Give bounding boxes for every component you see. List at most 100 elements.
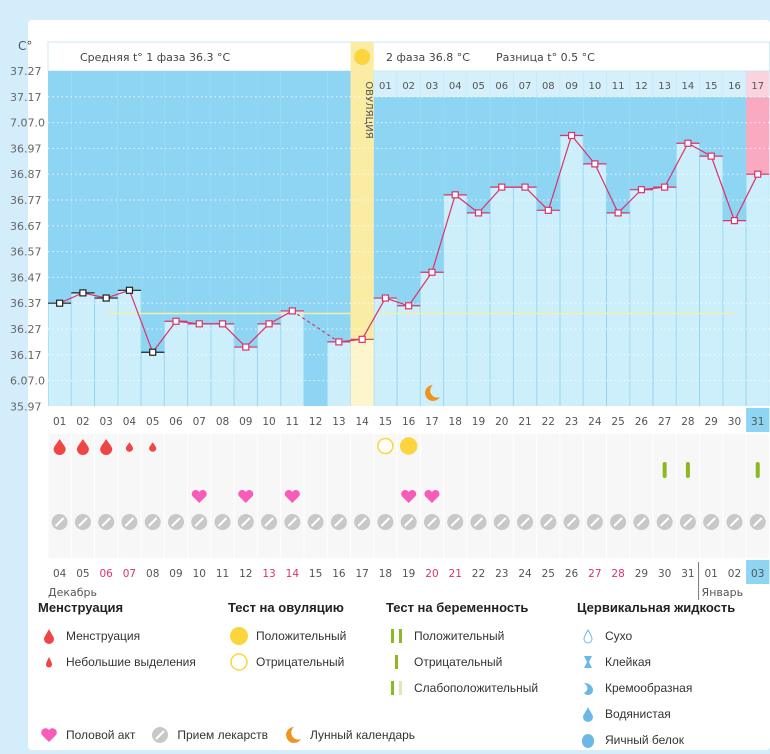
temperature-line-segment	[59, 292, 84, 304]
phase2-day-label: 04	[449, 81, 462, 92]
pill-stripe	[310, 517, 321, 527]
pill-stripe	[659, 517, 670, 527]
marker-cell	[653, 434, 676, 558]
marker-cell	[118, 434, 141, 558]
legend-title: Тест на овуляцию	[228, 600, 344, 615]
cycle-day-label: 01	[53, 416, 66, 428]
temperature-point	[56, 299, 64, 307]
pill-stripe	[497, 517, 507, 527]
temperature-bar	[700, 156, 723, 406]
day-column	[210, 71, 235, 406]
y-tick-label: 36.27	[10, 323, 42, 336]
pregnancy-test-negative-icon	[755, 462, 760, 478]
temperature-bar	[630, 189, 653, 406]
header-bar	[47, 41, 770, 72]
phase1-average: Средняя t° 1 фаза 36.3 °C	[80, 51, 230, 64]
empty-circle-icon	[228, 652, 250, 672]
y-tick-label: 36.87	[10, 168, 42, 181]
cycle-day-label: 20	[495, 416, 508, 428]
temperature-bar	[583, 163, 606, 406]
temperature-point	[451, 191, 459, 199]
menstruation-drop-icon	[149, 442, 157, 452]
ovulation-test-positive-icon	[399, 437, 418, 455]
y-tick-label: 7.07.0	[10, 117, 45, 130]
temperature-point	[242, 343, 250, 351]
legend-label: Отрицательный	[256, 655, 345, 669]
cycle-day-label: 11	[286, 416, 299, 428]
temperature-point	[521, 183, 529, 191]
marker-cell	[723, 434, 746, 558]
temperature-bar	[141, 352, 164, 406]
bbt-chart: Средняя t° 1 фаза 36.3 °C 2 фаза 36.8 °C Р…	[10, 39, 770, 600]
month-label-january: Январь	[702, 586, 744, 599]
calendar-date-label: 16	[332, 568, 346, 580]
y-tick-label: 36.47	[10, 271, 42, 284]
calendar-date-label: 30	[658, 568, 671, 580]
drop-icon	[38, 628, 60, 644]
temperature-bar	[746, 174, 769, 406]
phase2-day-label: 06	[495, 81, 508, 92]
temperature-point	[474, 209, 483, 217]
phase2-day-label: 15	[705, 81, 718, 92]
temperature-bar	[281, 310, 304, 406]
phase2-day-label: 01	[379, 81, 392, 92]
temperature-point	[684, 139, 692, 147]
temperature-line-segment	[594, 163, 619, 214]
temperature-line-segment	[454, 194, 479, 214]
temperature-bar	[420, 272, 444, 406]
cycle-day-label: 17	[425, 416, 438, 428]
legend-title: Менструация	[38, 600, 124, 615]
creamy-icon	[577, 680, 599, 696]
day-column	[187, 71, 211, 406]
pill-stripe	[78, 517, 88, 527]
pregnancy-test-negative-icon	[685, 462, 690, 478]
marker-cell	[444, 434, 467, 558]
temperature-line-segment	[547, 135, 573, 211]
filled-circle-icon	[228, 626, 250, 646]
temperature-point	[567, 131, 576, 140]
temperature-point	[498, 183, 506, 191]
day-column	[141, 71, 165, 406]
marker-cell	[327, 434, 351, 558]
legend-label: Клейкая	[605, 655, 652, 669]
y-tick-label: 36.17	[10, 349, 42, 362]
pill-stripe	[264, 517, 274, 527]
temperature-point	[149, 348, 157, 356]
calendar-date-label: 14	[286, 568, 300, 580]
temperature-line-segment	[524, 186, 549, 211]
phase2-day-label: 02	[402, 81, 415, 92]
cycle-day-label: 18	[449, 416, 462, 428]
day-column	[257, 71, 281, 406]
pill-stripe	[148, 517, 158, 527]
pill-stripe	[613, 517, 623, 527]
temperature-bar	[490, 187, 513, 406]
cycle-day-label: 08	[216, 416, 229, 428]
temperature-point	[218, 320, 227, 328]
marker-cell	[304, 434, 327, 558]
calendar-date-label: 24	[518, 568, 532, 580]
y-axis-unit: C°	[18, 39, 32, 53]
temperature-point	[661, 183, 669, 191]
legend-title: Тест на беременность	[386, 600, 529, 615]
legend-label: Водянистая	[605, 707, 671, 721]
phase2-day-label: 10	[588, 81, 601, 92]
temperature-point	[125, 286, 134, 294]
temperature-bar	[397, 305, 420, 406]
calendar-date-label: 12	[239, 568, 252, 580]
temperature-bar	[444, 194, 467, 406]
phase2-day-label: 16	[728, 81, 741, 92]
temperature-line-segment	[733, 173, 759, 221]
temperature-point	[172, 317, 180, 325]
temperature-line-segment	[128, 290, 154, 353]
pill-stripe	[287, 517, 298, 527]
temperature-point	[544, 206, 552, 214]
temperature-bar	[48, 303, 71, 406]
y-tick-label: 37.27	[10, 65, 42, 78]
pill-stripe	[241, 517, 251, 527]
today-date-highlight	[746, 560, 770, 584]
temperature-line-segment	[152, 320, 177, 353]
heart-icon	[401, 489, 417, 503]
calendar-date-label: 31	[681, 568, 694, 580]
temperature-point	[265, 320, 273, 328]
cycle-day-label: 15	[379, 416, 392, 428]
